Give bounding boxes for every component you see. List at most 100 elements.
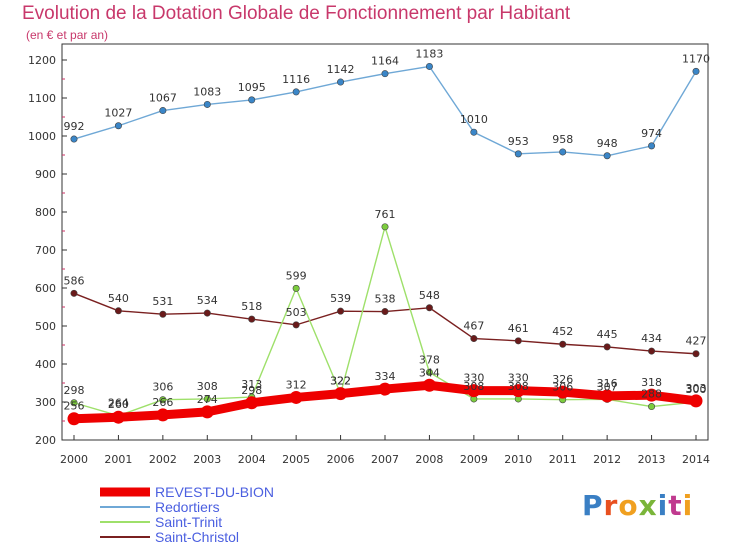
x-tick-label: 2010 <box>504 453 532 466</box>
data-label: 330 <box>463 372 484 385</box>
data-label: 1142 <box>327 63 355 76</box>
data-point <box>511 384 525 398</box>
x-tick-label: 2003 <box>193 453 221 466</box>
data-label: 1116 <box>282 73 310 86</box>
data-label: 540 <box>108 292 129 305</box>
data-label: 503 <box>286 306 307 319</box>
y-tick-label: 1000 <box>28 130 56 143</box>
data-point <box>559 148 567 156</box>
legend-label: REVEST-DU-BION <box>155 484 274 500</box>
data-point <box>425 304 433 312</box>
data-label: 306 <box>552 381 573 394</box>
legend-label: Redortiers <box>155 499 220 515</box>
x-tick-label: 2005 <box>282 453 310 466</box>
data-label: 548 <box>419 289 440 302</box>
data-point <box>381 70 389 78</box>
data-point <box>292 321 300 329</box>
data-point <box>248 315 256 323</box>
data-point <box>559 340 567 348</box>
data-label: 534 <box>197 294 218 307</box>
data-point <box>159 107 167 115</box>
data-point <box>470 335 478 343</box>
x-tick-label: 2012 <box>593 453 621 466</box>
y-tick-label: 600 <box>35 282 56 295</box>
x-tick-label: 2011 <box>549 453 577 466</box>
y-tick-label: 700 <box>35 244 56 257</box>
x-tick-label: 2006 <box>327 453 355 466</box>
data-label: 260 <box>108 398 129 411</box>
x-tick-label: 2004 <box>238 453 266 466</box>
legend-label: Saint-Christol <box>155 529 239 545</box>
data-label: 266 <box>152 396 173 409</box>
data-point <box>600 389 614 403</box>
y-tick-label: 200 <box>35 434 56 447</box>
data-label: 539 <box>330 292 351 305</box>
x-tick-label: 2008 <box>415 453 443 466</box>
data-point <box>292 284 300 292</box>
data-label: 586 <box>64 274 85 287</box>
data-point <box>289 390 303 404</box>
data-label: 308 <box>463 380 484 393</box>
y-tick-label: 1200 <box>28 54 56 67</box>
data-point <box>159 310 167 318</box>
data-label: 308 <box>197 380 218 393</box>
data-label: 1170 <box>682 52 710 65</box>
data-point <box>70 289 78 297</box>
data-label: 531 <box>152 295 173 308</box>
data-label: 434 <box>641 332 662 345</box>
y-tick-label: 800 <box>35 206 56 219</box>
data-point <box>337 307 345 315</box>
proxiti-logo: Proxiti <box>582 489 693 522</box>
data-label: 316 <box>597 377 618 390</box>
data-label: 303 <box>686 382 707 395</box>
data-label: 1010 <box>460 113 488 126</box>
y-tick-label: 400 <box>35 358 56 371</box>
series-saint-christol <box>70 289 700 358</box>
data-label: 974 <box>641 127 662 140</box>
data-label: 334 <box>375 370 396 383</box>
data-point <box>689 394 703 408</box>
x-tick-label: 2001 <box>104 453 132 466</box>
y-tick-label: 1100 <box>28 92 56 105</box>
data-label: 1164 <box>371 55 399 68</box>
data-label: 1027 <box>104 107 132 120</box>
data-label: 538 <box>375 293 396 306</box>
data-point <box>514 337 522 345</box>
data-point <box>203 395 211 403</box>
data-point <box>645 388 659 402</box>
data-point <box>156 408 170 422</box>
series-redortiers <box>70 62 700 160</box>
data-label: 298 <box>64 384 85 397</box>
data-label: 256 <box>64 400 85 413</box>
data-label: 313 <box>241 378 262 391</box>
data-point <box>292 88 300 96</box>
data-label: 461 <box>508 322 529 335</box>
data-label: 318 <box>641 376 662 389</box>
chart-subtitle: (en € et par an) <box>26 28 109 42</box>
data-point <box>334 387 348 401</box>
data-label: 1183 <box>415 47 443 60</box>
data-point <box>203 309 211 317</box>
data-label: 264 <box>108 397 129 410</box>
logo-letter: i <box>657 489 669 522</box>
logo-letter: t <box>668 489 683 522</box>
data-point <box>556 385 570 399</box>
data-point <box>70 399 78 407</box>
data-label: 1083 <box>193 85 221 98</box>
data-point <box>159 396 167 404</box>
x-tick-label: 2000 <box>60 453 88 466</box>
x-tick-label: 2014 <box>682 453 710 466</box>
data-point <box>648 347 656 355</box>
chart-title: Evolution de la Dotation Globale de Fonc… <box>22 3 571 24</box>
data-label: 330 <box>508 372 529 385</box>
data-point <box>67 412 81 426</box>
x-tick-label: 2013 <box>638 453 666 466</box>
data-point <box>111 410 125 424</box>
data-label: 948 <box>597 137 618 150</box>
data-point <box>70 135 78 143</box>
data-point <box>114 307 122 315</box>
data-point <box>378 382 392 396</box>
series-revest-du-bion <box>67 378 703 426</box>
